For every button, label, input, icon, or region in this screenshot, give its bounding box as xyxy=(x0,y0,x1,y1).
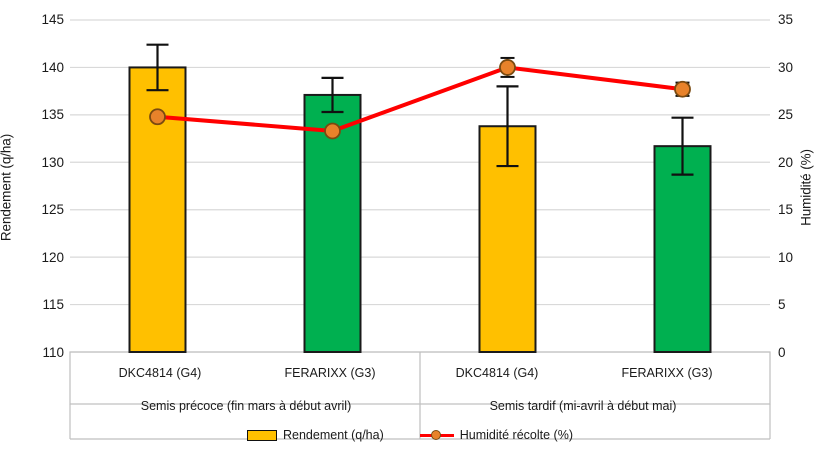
legend-item-humidite: Humidité récolte (%) xyxy=(419,428,573,442)
x-category-label-2: FERARIXX (G3) xyxy=(284,366,376,380)
bar-error-bar-3 xyxy=(496,85,519,168)
y-left-tick-120: 120 xyxy=(41,250,64,265)
y-left-tick-110: 110 xyxy=(42,345,64,360)
humidity-marker-4 xyxy=(674,80,691,98)
line-marker-icon xyxy=(419,429,454,441)
y-right-tick-0: 0 xyxy=(778,345,786,360)
x-category-label-1: DKC4814 (G4) xyxy=(118,366,202,380)
y-right-tick-35: 35 xyxy=(778,12,794,27)
x-group-label-2: Semis tardif (mi-avril à début mai) xyxy=(489,399,677,413)
x-category-label-4: FERARIXX (G3) xyxy=(621,366,713,380)
humidity-marker-3 xyxy=(499,59,516,76)
bar-swatch-icon xyxy=(247,429,277,441)
humidity-line xyxy=(155,65,685,133)
bar-error-bar-2 xyxy=(321,76,344,114)
y-right-tick-15: 15 xyxy=(778,202,794,217)
legend-label-humidite: Humidité récolte (%) xyxy=(459,428,573,442)
y-left-tick-145: 145 xyxy=(41,12,64,27)
humidity-marker-2 xyxy=(324,122,341,140)
y-right-tick-10: 10 xyxy=(778,250,794,265)
legend-label-rendement: Rendement (q/ha) xyxy=(283,428,384,442)
y-right-tick-20: 20 xyxy=(778,155,794,170)
chart-legend: Rendement (q/ha) Humidité récolte (%) xyxy=(0,428,820,442)
y-right-tick-30: 30 xyxy=(778,60,794,75)
humidity-marker-1 xyxy=(149,108,166,126)
x-category-label-3: DKC4814 (G4) xyxy=(455,366,539,380)
bar-4 xyxy=(653,145,712,353)
y-right-tick-5: 5 xyxy=(778,297,786,312)
bar-error-bar-1 xyxy=(146,43,169,92)
y-left-tick-125: 125 xyxy=(41,202,64,217)
y-left-tick-140: 140 xyxy=(41,60,64,75)
y-left-tick-115: 115 xyxy=(42,297,64,312)
bar-error-bar-4 xyxy=(671,116,694,176)
y-right-tick-25: 25 xyxy=(778,107,794,122)
y-left-tick-135: 135 xyxy=(41,107,64,122)
bar-1 xyxy=(128,66,187,354)
legend-item-rendement: Rendement (q/ha) xyxy=(247,428,384,442)
y-left-tick-130: 130 xyxy=(41,155,64,170)
x-group-label-1: Semis précoce (fin mars à début avril) xyxy=(140,399,352,413)
